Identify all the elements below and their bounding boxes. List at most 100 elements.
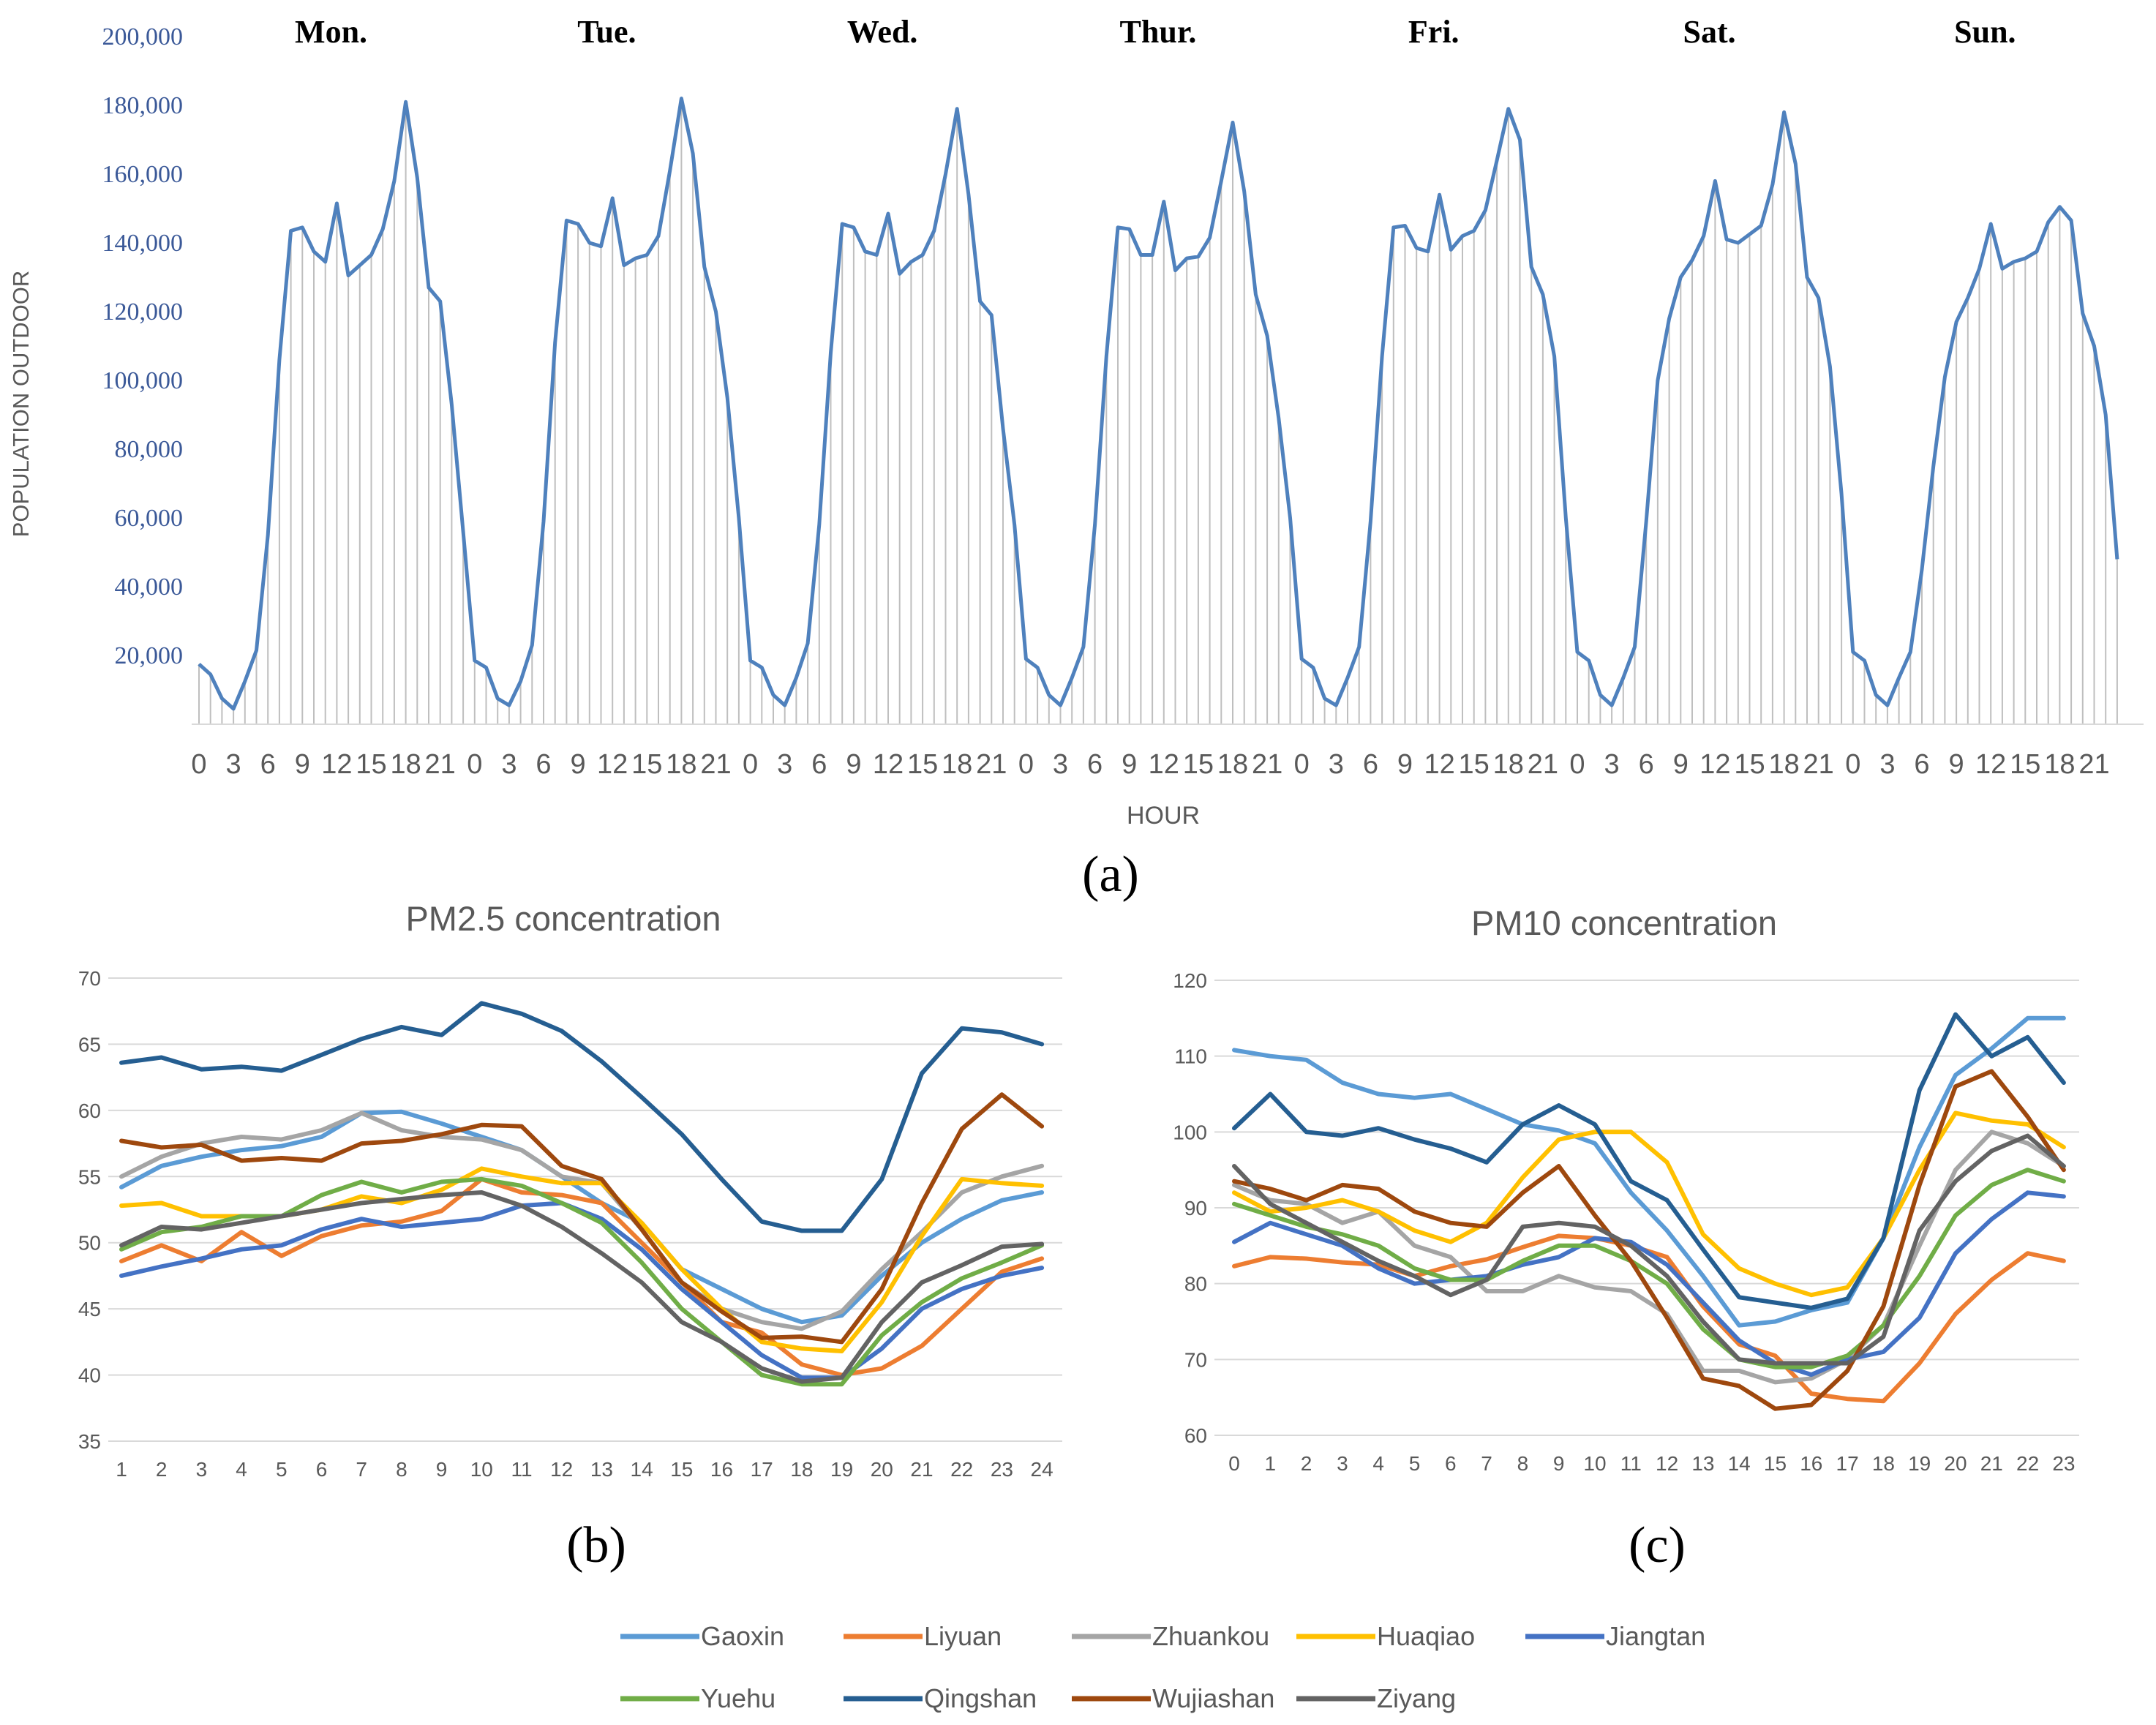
y-tick-label: 100: [1173, 1121, 1207, 1143]
series-huaqiao: [1232, 1110, 2066, 1298]
legend-label: Wujiashan: [1152, 1683, 1274, 1713]
y-tick-label: 35: [78, 1430, 101, 1453]
panel-a-x-tick-label: 12: [1975, 749, 2006, 780]
x-tick-label: 20: [1944, 1452, 1967, 1475]
x-tick-label: 0: [1228, 1452, 1240, 1475]
panel-a-x-tick-label: 15: [907, 749, 938, 780]
x-tick-label: 21: [1980, 1452, 2003, 1475]
panel-b-label: (b): [566, 1517, 626, 1574]
x-tick-label: 9: [1553, 1452, 1565, 1475]
panel-a-x-tick-label: 21: [1803, 749, 1834, 780]
panel-a-x-tick-label: 15: [1459, 749, 1490, 780]
panel-a-x-tick-label: 15: [2010, 749, 2040, 780]
panel-a-x-tick-label: 3: [501, 749, 517, 780]
x-tick-label: 20: [871, 1458, 893, 1481]
legend-item-jiangtan: Jiangtan: [1525, 1621, 1705, 1651]
panel-a-day-labels: Mon. Tue. Wed. Thur. Fri. Sat. Sun.: [295, 14, 2016, 50]
y-tick-label: 60: [78, 1100, 101, 1122]
y-tick-label: 65: [78, 1033, 101, 1056]
x-tick-label: 13: [590, 1458, 613, 1481]
panel-a-x-tick-label: 15: [1183, 749, 1214, 780]
series-wujiashan: [1232, 1069, 2066, 1411]
panel-a-x-tick-label: 0: [1294, 749, 1310, 780]
panel-a-x-tick-label: 18: [1768, 749, 1799, 780]
day-label: Tue.: [577, 14, 636, 50]
y-tick-label: 50: [78, 1232, 101, 1255]
legend-item-ziyang: Ziyang: [1296, 1683, 1456, 1713]
panel-a-x-tick-label: 6: [260, 749, 276, 780]
panel-a-x-tick-label: 9: [571, 749, 586, 780]
panel-a-label: (a): [1082, 846, 1139, 903]
panel-a-x-tick-label: 9: [846, 749, 861, 780]
series-qingshan: [119, 1001, 1045, 1233]
panel-a-x-tick-label: 3: [226, 749, 241, 780]
panel-c-series: [1232, 1012, 2066, 1411]
panel-a-x-tick-label: 0: [743, 749, 758, 780]
panel-a-x-tick-label: 12: [597, 749, 628, 780]
panel-a-x-tick-label: 0: [191, 749, 206, 780]
x-tick-label: 14: [1728, 1452, 1751, 1475]
series-gaoxin: [1232, 1015, 2066, 1328]
panel-a-x-tick-label: 6: [1639, 749, 1654, 780]
legend-item-huaqiao: Huaqiao: [1296, 1621, 1475, 1651]
panel-c-x-axis: 0 1 2 3 4 5 6 7 8 9 10 11 12 13 14 15 16 17 18 19 20 21 22 23: [1228, 1452, 2075, 1475]
y-tick-label: 70: [1184, 1348, 1207, 1371]
panel-a-x-tick-label: 21: [2078, 749, 2109, 780]
y-tick-label: 110: [1174, 1045, 1207, 1068]
panel-a-x-tick-label: 18: [1217, 749, 1248, 780]
y-tick-label: 80: [1184, 1273, 1207, 1296]
panel-a-x-tick-label: 12: [1424, 749, 1454, 780]
legend-label: Liyuan: [924, 1621, 1002, 1651]
panel-a-x-tick-label: 18: [2044, 749, 2075, 780]
panel-b-series: [119, 1001, 1045, 1387]
series-wujiashan: [119, 1092, 1045, 1345]
x-tick-label: 24: [1031, 1458, 1053, 1481]
panel-a-x-axis-title: HOUR: [1127, 802, 1200, 830]
x-tick-label: 3: [1337, 1452, 1348, 1475]
x-tick-label: 17: [751, 1458, 773, 1481]
x-tick-label: 13: [1691, 1452, 1714, 1475]
legend-label: Qingshan: [924, 1683, 1037, 1713]
x-tick-label: 17: [1836, 1452, 1859, 1475]
panel-a-y-tick-label: 40,000: [115, 574, 184, 601]
legend-label: Gaoxin: [701, 1621, 784, 1651]
x-tick-label: 22: [2016, 1452, 2039, 1475]
panel-a-y-tick-label: 200,000: [102, 23, 184, 50]
x-tick-label: 23: [991, 1458, 1013, 1481]
series-ziyang: [119, 1190, 1045, 1384]
x-tick-label: 6: [1445, 1452, 1457, 1475]
y-tick-label: 55: [78, 1165, 101, 1188]
x-tick-label: 8: [1517, 1452, 1529, 1475]
x-tick-label: 1: [1265, 1452, 1277, 1475]
panel-a-x-tick-label: 0: [1018, 749, 1034, 780]
panel-a-x-tick-label: 3: [1329, 749, 1344, 780]
panel-a-x-tick-label: 18: [1493, 749, 1524, 780]
series-zhuankou: [1232, 1130, 2066, 1385]
panel-a-y-axis-title: POPULATION OUTDOOR: [8, 271, 34, 538]
x-tick-label: 23: [2052, 1452, 2075, 1475]
panel-a-y-tick-label: 100,000: [102, 367, 184, 394]
panel-a-x-tick-label: 6: [811, 749, 827, 780]
series-ziyang: [1232, 1133, 2066, 1366]
day-label: Fri.: [1408, 14, 1460, 50]
panel-a-x-tick-label: 18: [942, 749, 972, 780]
panel-a-x-tick-label: 0: [1569, 749, 1585, 780]
panel-a-x-tick-label: 9: [1122, 749, 1137, 780]
panel-a-y-tick-label: 140,000: [102, 230, 184, 257]
panel-a-y-axis: 20,000 40,000 60,000 80,000 100,000 120,000 14…: [102, 23, 184, 669]
x-tick-label: 15: [670, 1458, 693, 1481]
panel-a-x-tick-label: 21: [1252, 749, 1282, 780]
panel-a-x-tick-label: 12: [1149, 749, 1179, 780]
panel-a-x-axis: 0 3 6 9 12 15 18 21 0 3 6 9 12 15 18 21 0 3 6 9 12 15 18 21 0 3 6 9…: [191, 749, 2109, 780]
panel-a-x-tick-label: 15: [1734, 749, 1765, 780]
panel-a-x-tick-label: 6: [1914, 749, 1929, 780]
panel-a-x-tick-label: 6: [536, 749, 551, 780]
panel-c-label: (c): [1629, 1517, 1686, 1574]
panel-a-y-tick-label: 120,000: [102, 298, 184, 326]
x-tick-label: 11: [511, 1458, 532, 1481]
y-tick-label: 60: [1184, 1424, 1207, 1447]
legend-item-zhuankou: Zhuankou: [1072, 1621, 1269, 1651]
